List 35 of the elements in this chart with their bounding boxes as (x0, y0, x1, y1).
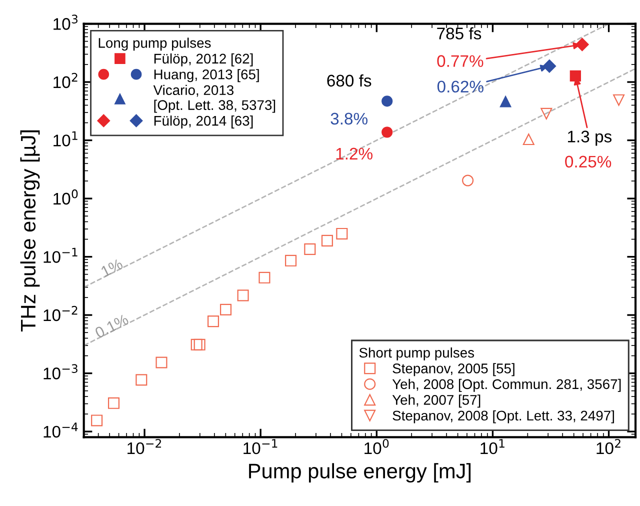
annotation: 680 fs (327, 74, 372, 87)
legend-label: Fülöp, 2014 [63] (154, 116, 253, 128)
y-tick-label: 10$^{0}$ (54, 189, 78, 205)
y-tick-label: 10$^{1}$ (54, 131, 78, 146)
annotation: 0.62% (437, 80, 484, 93)
annotation: 1.2% (336, 148, 372, 160)
annotation: 1.3 ps (568, 130, 612, 146)
y-tick-label: 10$^{−3}$ (44, 364, 78, 380)
text: Long pump pulses (98, 38, 211, 51)
annotation: 1% (100, 258, 124, 278)
annotation: 0.1% (94, 314, 130, 338)
y-tick-label: 10$^{2}$ (54, 72, 78, 88)
x-tick-label: 10$^{0}$ (364, 438, 389, 454)
y-tick-label: 10$^{−4}$ (44, 422, 78, 438)
x-tick-label: 10$^{−1}$ (244, 439, 278, 454)
y-tick-label: 10$^{3}$ (54, 14, 78, 30)
legend-label: Huang, 2013 [65] (154, 69, 259, 82)
annotation: 0.77% (437, 55, 484, 67)
x-tick-label: 10$^{1}$ (480, 439, 504, 454)
legend-label: Fülöp, 2012 [62] (154, 53, 253, 66)
x-axis-title: Pump pulse energy [mJ] (249, 463, 471, 483)
legend-label: Stepanov, 2005 [55] (392, 363, 514, 376)
annotation: 0.25% (565, 156, 612, 168)
text: Short pump pulses (359, 347, 474, 360)
y-axis-title: THz pulse energy [µJ] (20, 130, 40, 332)
x-tick-label: 10$^{−2}$ (128, 438, 162, 454)
legend-label: Yeh, 2007 [57] (392, 394, 480, 408)
legend-label: Stepanov, 2008 [Opt. Lett. 33, 2497] (392, 410, 614, 424)
x-tick-label: 10$^{2}$ (596, 438, 620, 454)
y-tick-label: 10$^{−2}$ (44, 306, 78, 322)
legend-label: Vicario, 2013 [Opt. Lett. 38, 5373] (153, 84, 276, 113)
annotation: 785 fs (437, 27, 482, 40)
legend-label: Yeh, 2008 [Opt. Commun. 281, 3567] (392, 378, 621, 392)
y-tick-label: 10$^{−1}$ (44, 248, 78, 263)
annotation: 3.8% (330, 112, 368, 125)
